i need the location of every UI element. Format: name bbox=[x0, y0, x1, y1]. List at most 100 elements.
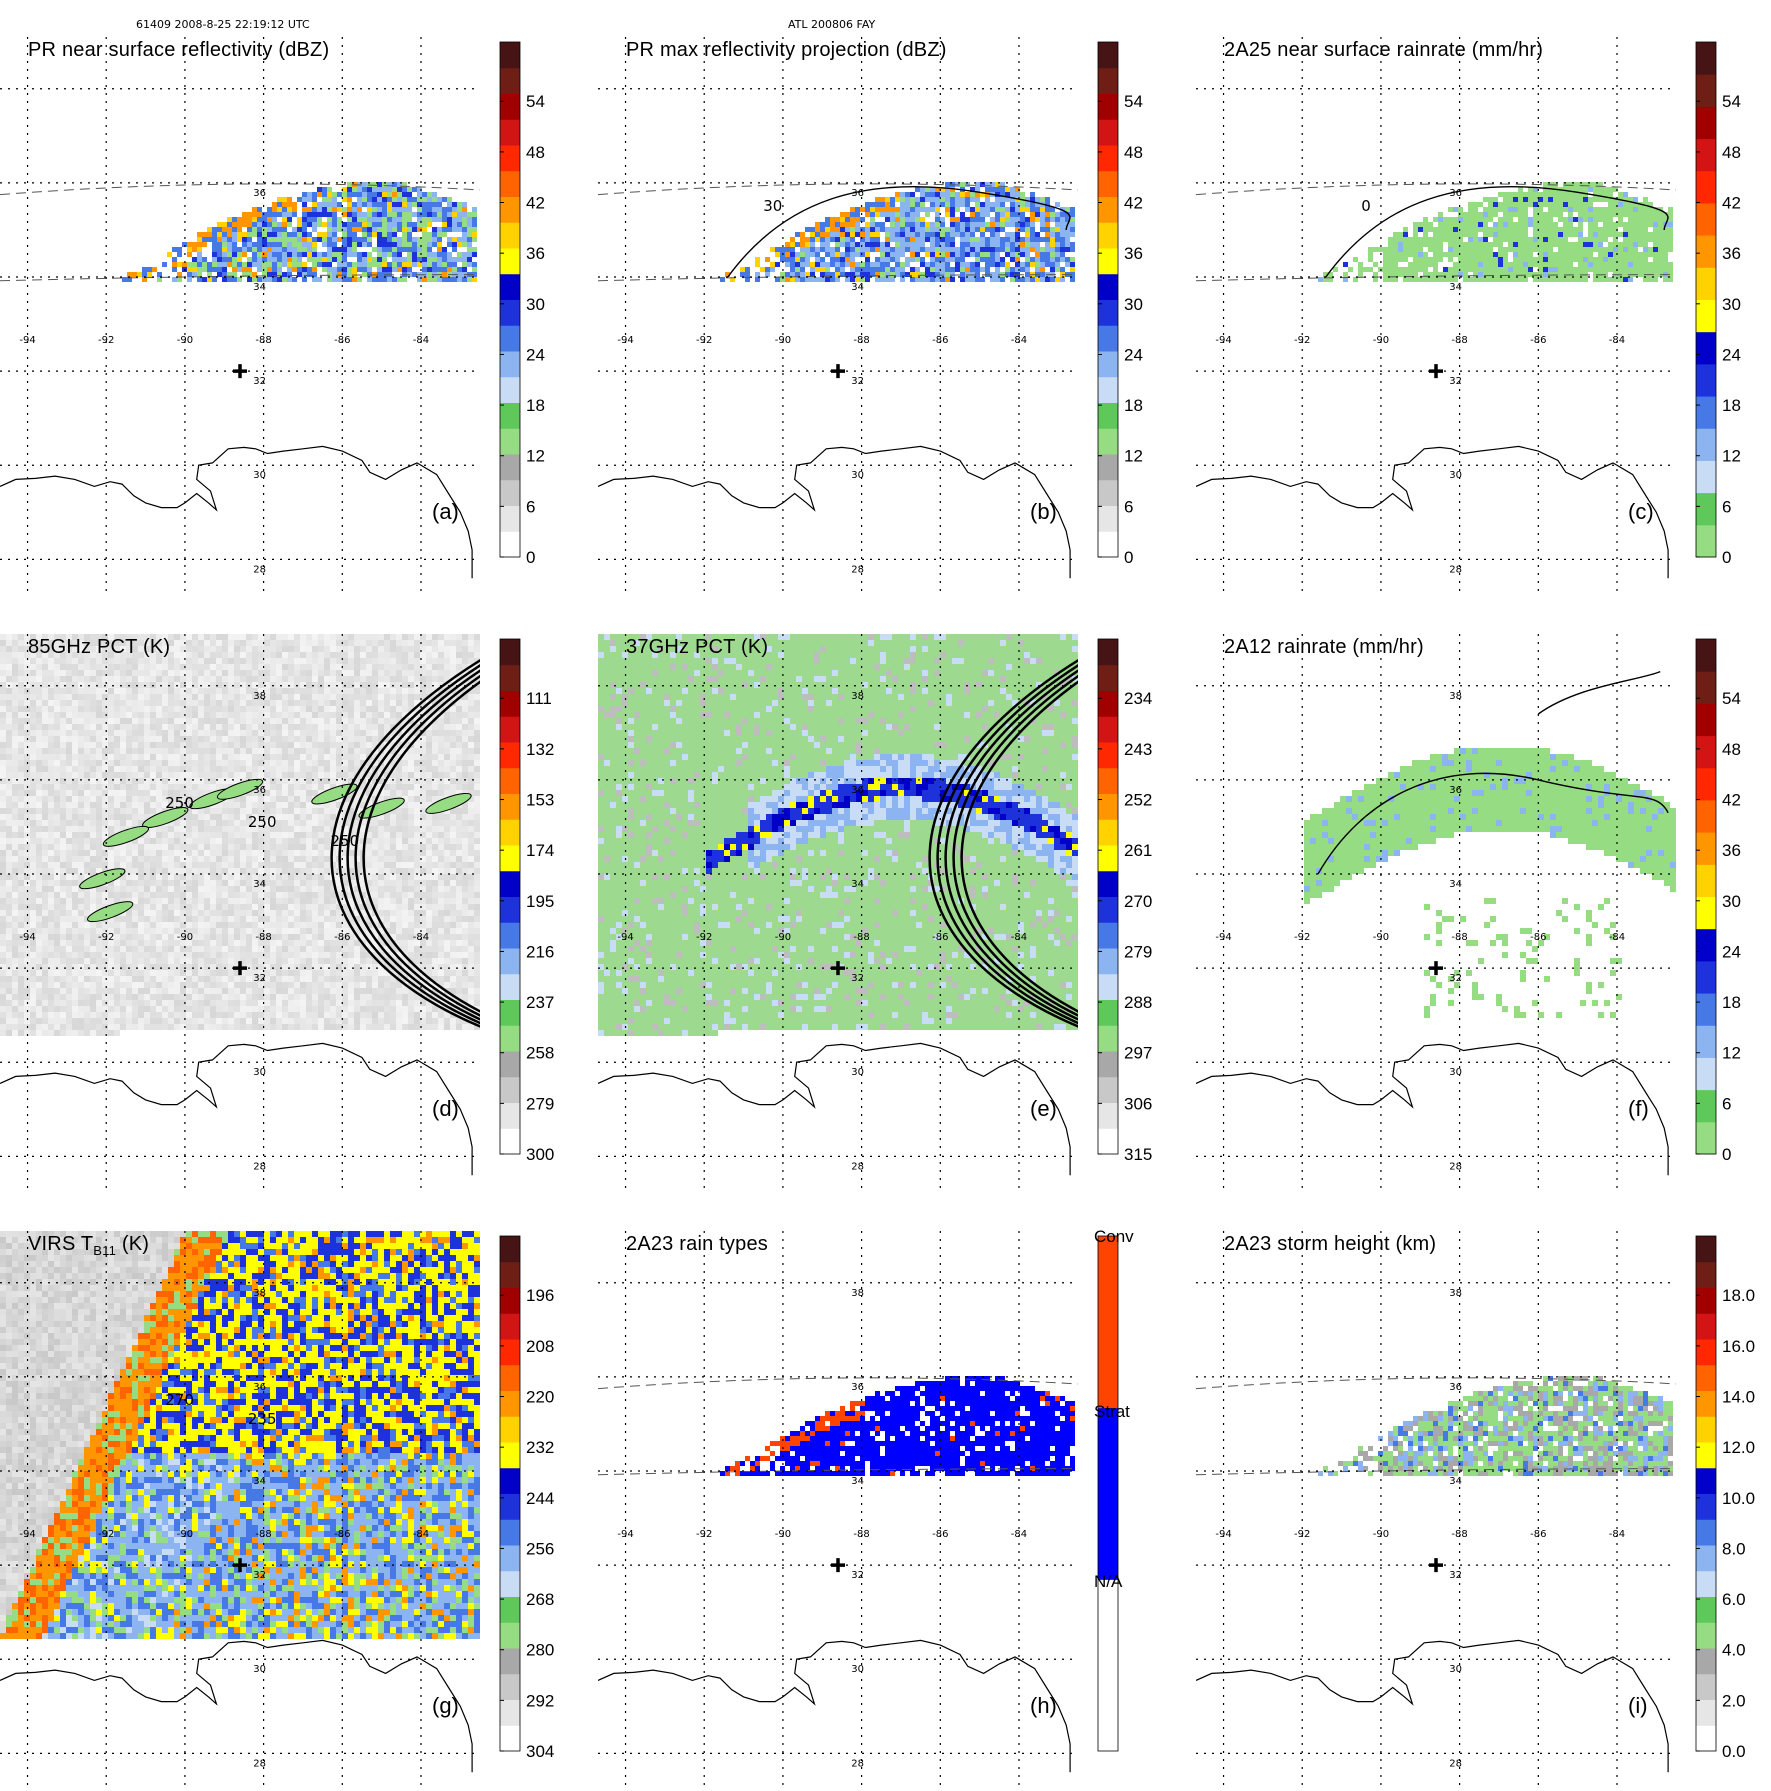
rain-cell bbox=[272, 277, 277, 282]
tmi-cell bbox=[84, 784, 90, 790]
rain-cell bbox=[850, 267, 855, 272]
tmi-cell bbox=[402, 652, 408, 658]
rain-cell bbox=[1583, 257, 1588, 262]
rain-cell bbox=[367, 217, 372, 222]
colorbar-tick-label: 48 bbox=[1722, 143, 1741, 162]
rain-cell bbox=[342, 247, 347, 252]
tmi-cell bbox=[162, 748, 168, 754]
rain-cell bbox=[960, 182, 965, 187]
tmi-cell bbox=[36, 706, 42, 712]
rain-cell bbox=[965, 227, 970, 232]
rain-cell bbox=[382, 237, 387, 242]
rain-cell bbox=[1603, 267, 1608, 272]
tmi-cell bbox=[306, 724, 312, 730]
rain-cell bbox=[885, 212, 890, 217]
rain-cell bbox=[825, 262, 830, 267]
rain-cell bbox=[1050, 247, 1055, 252]
rain-cell bbox=[337, 272, 342, 277]
rain-cell bbox=[880, 197, 885, 202]
tmi-cell bbox=[48, 712, 54, 718]
rain-cell bbox=[910, 222, 915, 227]
tmi-cell bbox=[354, 646, 360, 652]
tmi-cell bbox=[222, 736, 228, 742]
rain-cell bbox=[262, 247, 267, 252]
rain-cell bbox=[197, 262, 202, 267]
rain-cell bbox=[755, 262, 760, 267]
rain-cell bbox=[1558, 267, 1563, 272]
tmi-cell bbox=[162, 736, 168, 742]
tmi-cell bbox=[282, 754, 288, 760]
tmi-cell bbox=[48, 688, 54, 694]
rain-cell bbox=[800, 242, 805, 247]
tmi-cell bbox=[60, 760, 66, 766]
rain-cell bbox=[1658, 217, 1663, 222]
rain-cell bbox=[1593, 237, 1598, 242]
tmi-cell bbox=[240, 736, 246, 742]
rain-cell bbox=[252, 262, 257, 267]
rain-cell bbox=[970, 262, 975, 267]
rain-cell bbox=[845, 227, 850, 232]
tmi-cell bbox=[96, 742, 102, 748]
tmi-cell bbox=[222, 694, 228, 700]
tmi-cell bbox=[312, 676, 318, 682]
rain-cell bbox=[1413, 267, 1418, 272]
tmi-cell bbox=[474, 748, 480, 754]
tmi-cell bbox=[216, 772, 222, 778]
tmi-cell bbox=[222, 772, 228, 778]
tmi-cell bbox=[162, 676, 168, 682]
tmi-cell bbox=[204, 634, 210, 640]
rain-cell bbox=[1443, 232, 1448, 237]
tmi-cell bbox=[444, 760, 450, 766]
rain-cell bbox=[1663, 257, 1668, 262]
rain-cell bbox=[980, 257, 985, 262]
rain-cell bbox=[1538, 247, 1543, 252]
rain-cell bbox=[257, 217, 262, 222]
tmi-cell bbox=[366, 712, 372, 718]
tmi-cell bbox=[462, 742, 468, 748]
tmi-cell bbox=[294, 682, 300, 688]
rain-cell bbox=[227, 237, 232, 242]
rain-cell bbox=[402, 262, 407, 267]
tmi-cell bbox=[330, 754, 336, 760]
rain-cell bbox=[885, 247, 890, 252]
rain-cell bbox=[422, 202, 427, 207]
tmi-cell bbox=[228, 700, 234, 706]
rain-cell bbox=[1488, 272, 1493, 277]
tmi-cell bbox=[432, 742, 438, 748]
rain-cell bbox=[1618, 212, 1623, 217]
rain-cell bbox=[312, 242, 317, 247]
rain-cell bbox=[287, 217, 292, 222]
rain-cell bbox=[895, 252, 900, 257]
rain-cell bbox=[212, 252, 217, 257]
tmi-cell bbox=[396, 706, 402, 712]
tmi-cell bbox=[204, 784, 210, 790]
tmi-cell bbox=[216, 700, 222, 706]
rain-cell bbox=[1548, 257, 1553, 262]
rain-cell bbox=[1668, 267, 1673, 272]
rain-cell bbox=[437, 207, 442, 212]
rain-cell bbox=[1418, 227, 1423, 232]
rain-cell bbox=[382, 252, 387, 257]
rain-cell bbox=[1468, 242, 1473, 247]
rain-cell bbox=[297, 222, 302, 227]
rain-cell bbox=[1558, 197, 1563, 202]
rain-cell bbox=[1523, 217, 1528, 222]
rain-cell bbox=[1583, 252, 1588, 257]
tmi-cell bbox=[24, 748, 30, 754]
rain-cell bbox=[875, 197, 880, 202]
tmi-cell bbox=[48, 676, 54, 682]
rain-cell bbox=[945, 192, 950, 197]
rain-cell bbox=[1005, 237, 1010, 242]
tmi-cell bbox=[456, 766, 462, 772]
rain-cell bbox=[397, 262, 402, 267]
rain-cell bbox=[975, 217, 980, 222]
tmi-cell bbox=[312, 766, 318, 772]
tmi-cell bbox=[306, 640, 312, 646]
rain-cell bbox=[1633, 262, 1638, 267]
tmi-cell bbox=[264, 760, 270, 766]
rain-cell bbox=[1388, 247, 1393, 252]
tmi-cell bbox=[408, 676, 414, 682]
rain-cell bbox=[1618, 207, 1623, 212]
rain-cell bbox=[925, 212, 930, 217]
tmi-cell bbox=[360, 664, 366, 670]
